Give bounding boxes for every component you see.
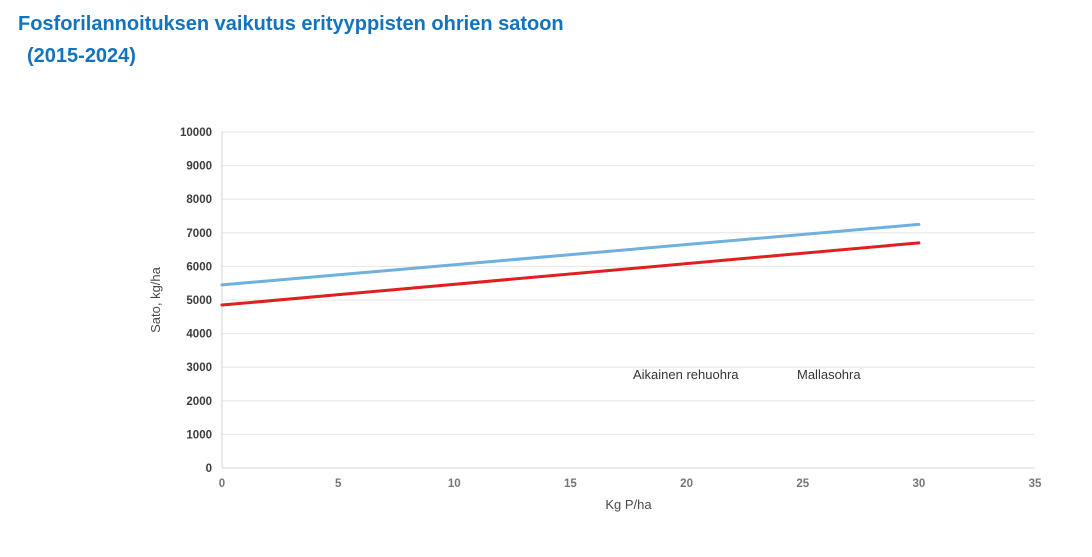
chart-title-line1: Fosforilannoituksen vaikutus erityyppist… bbox=[18, 13, 564, 35]
x-tick-label: 20 bbox=[680, 478, 693, 490]
y-tick-label: 9000 bbox=[186, 161, 212, 173]
x-tick-label: 30 bbox=[912, 478, 925, 490]
legend-label: Mallasohra bbox=[797, 367, 861, 382]
y-tick-label: 1000 bbox=[186, 429, 212, 441]
y-tick-label: 4000 bbox=[186, 329, 212, 341]
x-tick-label: 15 bbox=[564, 478, 577, 490]
y-tick-label: 8000 bbox=[186, 194, 212, 206]
y-tick-label: 2000 bbox=[186, 396, 212, 408]
x-tick-label: 25 bbox=[796, 478, 809, 490]
y-axis-title: Sato, kg/ha bbox=[148, 266, 163, 333]
x-axis-title: Kg P/ha bbox=[605, 497, 652, 512]
y-tick-label: 6000 bbox=[186, 261, 212, 273]
y-tick-label: 3000 bbox=[186, 362, 212, 374]
x-tick-label: 35 bbox=[1029, 478, 1042, 490]
x-tick-label: 5 bbox=[335, 478, 342, 490]
y-tick-label: 7000 bbox=[186, 228, 212, 240]
y-tick-label: 10000 bbox=[180, 127, 212, 139]
chart-title: Fosforilannoituksen vaikutus erityyppist… bbox=[18, 8, 564, 72]
x-tick-label: 0 bbox=[219, 478, 225, 490]
y-tick-label: 5000 bbox=[186, 295, 212, 307]
y-tick-label: 0 bbox=[206, 463, 212, 475]
legend-label: Aikainen rehuohra bbox=[633, 367, 739, 382]
series-line bbox=[220, 222, 921, 287]
x-tick-label: 10 bbox=[448, 478, 461, 490]
series-line bbox=[220, 241, 921, 307]
chart-title-line2: (2015-2024) bbox=[27, 45, 136, 67]
